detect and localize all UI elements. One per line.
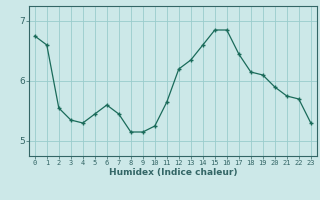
X-axis label: Humidex (Indice chaleur): Humidex (Indice chaleur) (108, 168, 237, 177)
